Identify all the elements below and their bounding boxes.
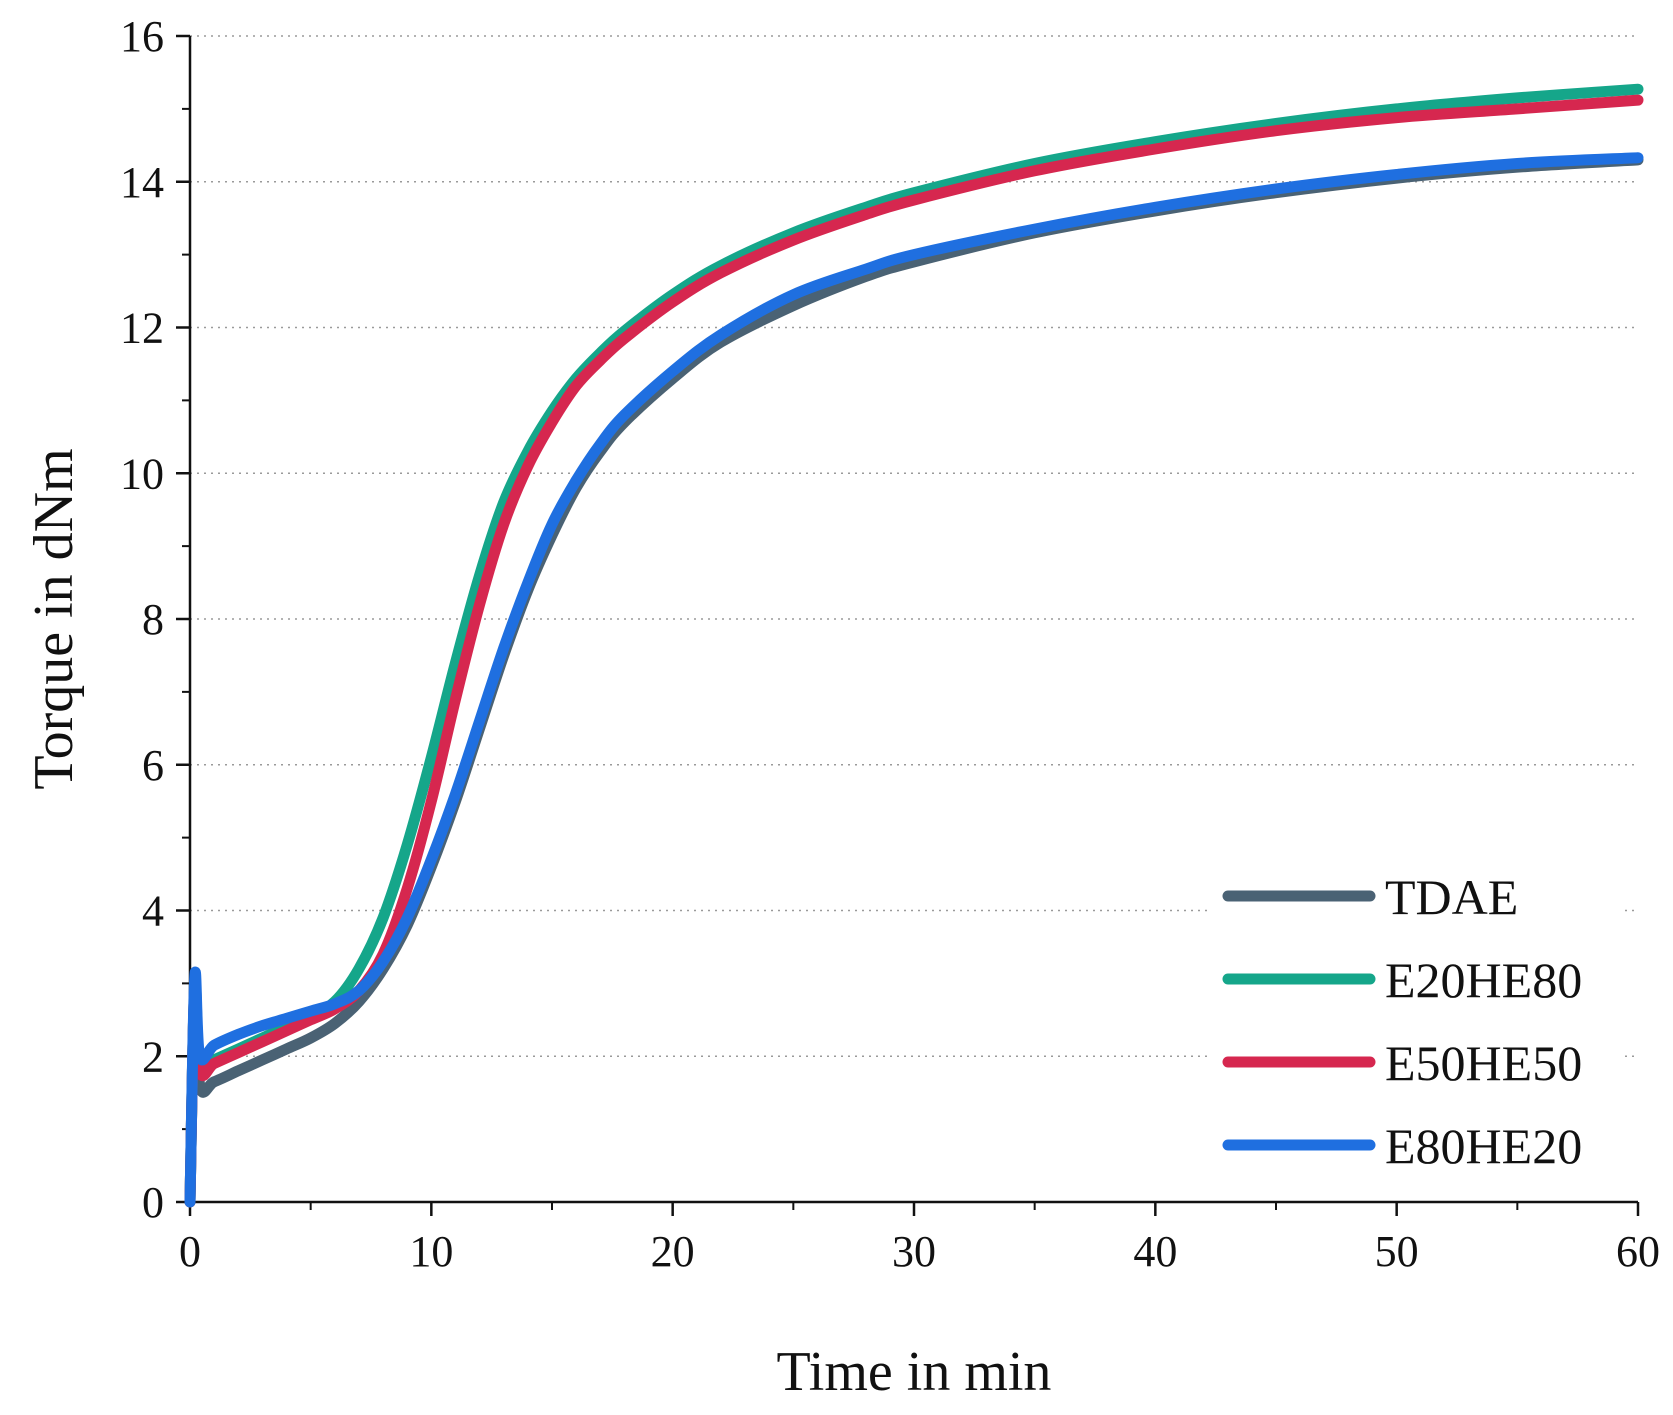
legend-background [1210,860,1620,1180]
y-tick-label: 6 [142,741,164,790]
legend: TDAE E20HE80 E50HE50 E80HE20 [1210,860,1620,1180]
legend-label-e50he50: E50HE50 [1385,1035,1582,1091]
legend-label-tdae: TDAE [1385,869,1518,925]
y-tick-label: 16 [120,12,164,61]
series-line-e50he50 [184,94,1644,1208]
y-tick-label: 10 [120,449,164,498]
legend-label-e20he80: E20HE80 [1385,952,1582,1008]
x-tick-label: 10 [409,1227,453,1276]
y-tick-label: 4 [142,887,164,936]
tick-labels: 0 2 4 6 8 10 12 14 16 0 10 20 30 40 50 60 [120,12,1660,1276]
series-line-e80he20 [184,152,1644,1208]
x-tick-label: 60 [1616,1227,1660,1276]
y-tick-label: 2 [142,1032,164,1081]
y-tick-label: 12 [120,304,164,353]
legend-label-e80he20: E80HE20 [1385,1118,1582,1174]
x-tick-label: 0 [179,1227,201,1276]
y-tick-label: 8 [142,595,164,644]
x-tick-label: 20 [651,1227,695,1276]
x-axis-title: Time in min [777,1341,1052,1403]
y-axis-title: Torque in dNm [23,448,85,789]
x-tick-label: 40 [1133,1227,1177,1276]
x-tick-label: 50 [1375,1227,1419,1276]
tick-marks [176,34,1640,1216]
x-tick-label: 30 [892,1227,936,1276]
series-lines [184,83,1644,1208]
y-tick-label: 0 [142,1178,164,1227]
y-tick-label: 14 [120,158,164,207]
